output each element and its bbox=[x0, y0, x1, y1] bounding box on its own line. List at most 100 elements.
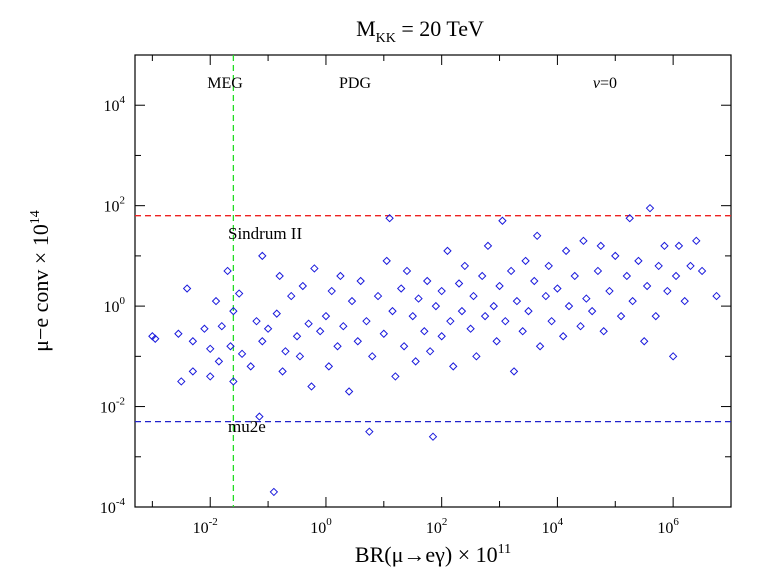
data-point bbox=[443, 246, 452, 256]
data-point bbox=[639, 337, 649, 346]
data-point bbox=[582, 294, 591, 303]
data-point bbox=[211, 296, 221, 306]
data-point bbox=[206, 372, 215, 381]
y-axis-label-exp: 14 bbox=[28, 210, 43, 224]
plot-area bbox=[134, 54, 732, 508]
data-point bbox=[399, 342, 409, 351]
data-point bbox=[295, 352, 305, 361]
data-point bbox=[472, 352, 481, 361]
y-tick-label: 104 bbox=[104, 94, 126, 115]
data-point bbox=[188, 367, 198, 376]
data-point bbox=[365, 427, 374, 436]
data-point bbox=[477, 271, 487, 281]
data-point bbox=[321, 311, 331, 321]
data-point bbox=[686, 261, 695, 271]
data-point bbox=[182, 284, 192, 293]
data-point bbox=[229, 306, 238, 316]
data-point bbox=[535, 342, 545, 351]
data-point bbox=[255, 412, 264, 421]
data-point bbox=[206, 344, 215, 354]
data-point bbox=[460, 261, 470, 271]
data-point bbox=[593, 266, 603, 276]
data-point bbox=[423, 276, 432, 286]
data-point bbox=[454, 279, 464, 288]
data-point bbox=[344, 387, 354, 396]
data-point bbox=[674, 241, 684, 251]
data-point bbox=[654, 261, 663, 271]
data-point bbox=[275, 271, 284, 281]
data-point bbox=[634, 256, 643, 266]
data-point bbox=[480, 311, 490, 321]
data-point bbox=[660, 241, 669, 251]
data-point bbox=[258, 337, 267, 346]
chart-title-base: M bbox=[356, 16, 376, 41]
data-point bbox=[483, 241, 493, 251]
data-point bbox=[553, 284, 562, 293]
data-point bbox=[362, 316, 371, 326]
data-point bbox=[651, 311, 660, 321]
data-point bbox=[327, 286, 336, 296]
data-point bbox=[570, 271, 579, 281]
y-axis-label-text: μ−e conv × 10 bbox=[28, 224, 53, 352]
data-point bbox=[200, 324, 209, 333]
x-tick-label: 10-2 bbox=[193, 516, 218, 537]
data-point bbox=[530, 276, 539, 286]
data-point bbox=[336, 271, 345, 281]
data-point bbox=[402, 266, 412, 276]
data-point bbox=[385, 214, 394, 223]
data-point bbox=[495, 281, 504, 291]
data-point bbox=[663, 286, 672, 296]
data-point bbox=[509, 367, 519, 376]
x-axis-label: BR(μ→eγ) × 1011 bbox=[355, 542, 511, 567]
y-tick-label: 10-2 bbox=[100, 396, 125, 417]
data-point bbox=[388, 306, 397, 316]
data-point bbox=[579, 236, 588, 246]
pdg-label: PDG bbox=[339, 75, 371, 92]
x-axis-label-text: BR(μ→eγ) × 10 bbox=[355, 542, 498, 567]
data-point bbox=[431, 301, 441, 311]
data-point bbox=[492, 337, 501, 346]
data-point bbox=[258, 251, 267, 261]
data-point bbox=[628, 296, 637, 306]
data-point bbox=[501, 316, 510, 326]
nu-value: =0 bbox=[600, 75, 617, 92]
data-point bbox=[671, 271, 681, 281]
data-point bbox=[547, 316, 556, 326]
data-point bbox=[414, 294, 423, 303]
chart-title: MKK = 20 TeV bbox=[356, 16, 484, 46]
data-point bbox=[234, 289, 244, 298]
data-point bbox=[420, 327, 429, 336]
nu-zero-label: ν=0 bbox=[593, 75, 617, 92]
data-point bbox=[272, 309, 281, 318]
data-point bbox=[457, 306, 467, 316]
data-point bbox=[611, 251, 620, 261]
reference-lines bbox=[135, 55, 731, 507]
data-point bbox=[605, 286, 614, 296]
data-point bbox=[518, 327, 527, 336]
x-tick-label: 106 bbox=[657, 516, 679, 537]
data-point bbox=[561, 246, 571, 256]
data-point bbox=[625, 214, 634, 223]
data-point bbox=[645, 203, 655, 213]
data-point bbox=[524, 306, 533, 316]
data-point bbox=[558, 332, 568, 341]
data-point bbox=[599, 327, 608, 336]
x-tick-label: 100 bbox=[310, 516, 332, 537]
data-point bbox=[252, 316, 261, 326]
sindrum-label: Sindrum II bbox=[228, 224, 302, 243]
data-point bbox=[642, 281, 652, 291]
data-point bbox=[532, 231, 542, 241]
data-point bbox=[521, 256, 530, 266]
data-point bbox=[214, 357, 224, 366]
data-point bbox=[382, 256, 391, 266]
data-point bbox=[229, 377, 238, 386]
data-point bbox=[269, 487, 279, 497]
data-point bbox=[278, 367, 287, 376]
data-point bbox=[188, 337, 198, 346]
data-point bbox=[680, 296, 689, 306]
data-point bbox=[292, 332, 302, 341]
data-point bbox=[428, 432, 438, 441]
chart-title-rest: = 20 TeV bbox=[396, 16, 484, 41]
data-point bbox=[425, 347, 435, 356]
